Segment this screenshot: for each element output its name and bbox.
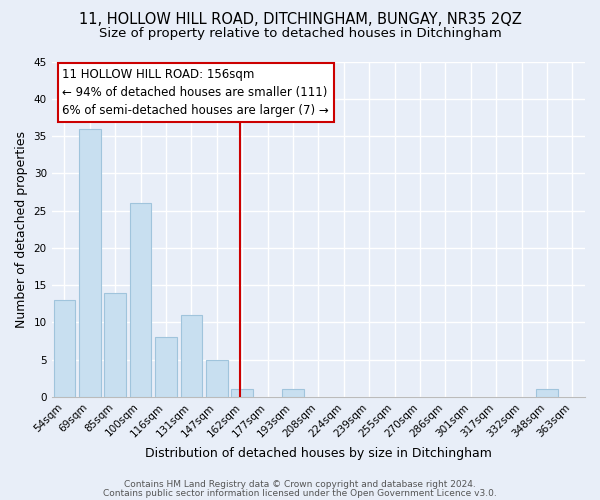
Bar	[536, 390, 557, 397]
Y-axis label: Number of detached properties: Number of detached properties	[15, 130, 28, 328]
Text: 11 HOLLOW HILL ROAD: 156sqm
← 94% of detached houses are smaller (111)
6% of sem: 11 HOLLOW HILL ROAD: 156sqm ← 94% of det…	[62, 68, 329, 117]
Bar	[79, 128, 101, 397]
Bar	[206, 360, 227, 397]
Bar	[104, 292, 126, 397]
Text: Contains public sector information licensed under the Open Government Licence v3: Contains public sector information licen…	[103, 488, 497, 498]
Bar	[130, 203, 151, 397]
Bar	[232, 390, 253, 397]
Bar	[181, 315, 202, 397]
Text: Contains HM Land Registry data © Crown copyright and database right 2024.: Contains HM Land Registry data © Crown c…	[124, 480, 476, 489]
Text: 11, HOLLOW HILL ROAD, DITCHINGHAM, BUNGAY, NR35 2QZ: 11, HOLLOW HILL ROAD, DITCHINGHAM, BUNGA…	[79, 12, 521, 28]
Bar	[155, 338, 177, 397]
Text: Size of property relative to detached houses in Ditchingham: Size of property relative to detached ho…	[98, 28, 502, 40]
Bar	[53, 300, 75, 397]
Bar	[282, 390, 304, 397]
X-axis label: Distribution of detached houses by size in Ditchingham: Distribution of detached houses by size …	[145, 447, 492, 460]
